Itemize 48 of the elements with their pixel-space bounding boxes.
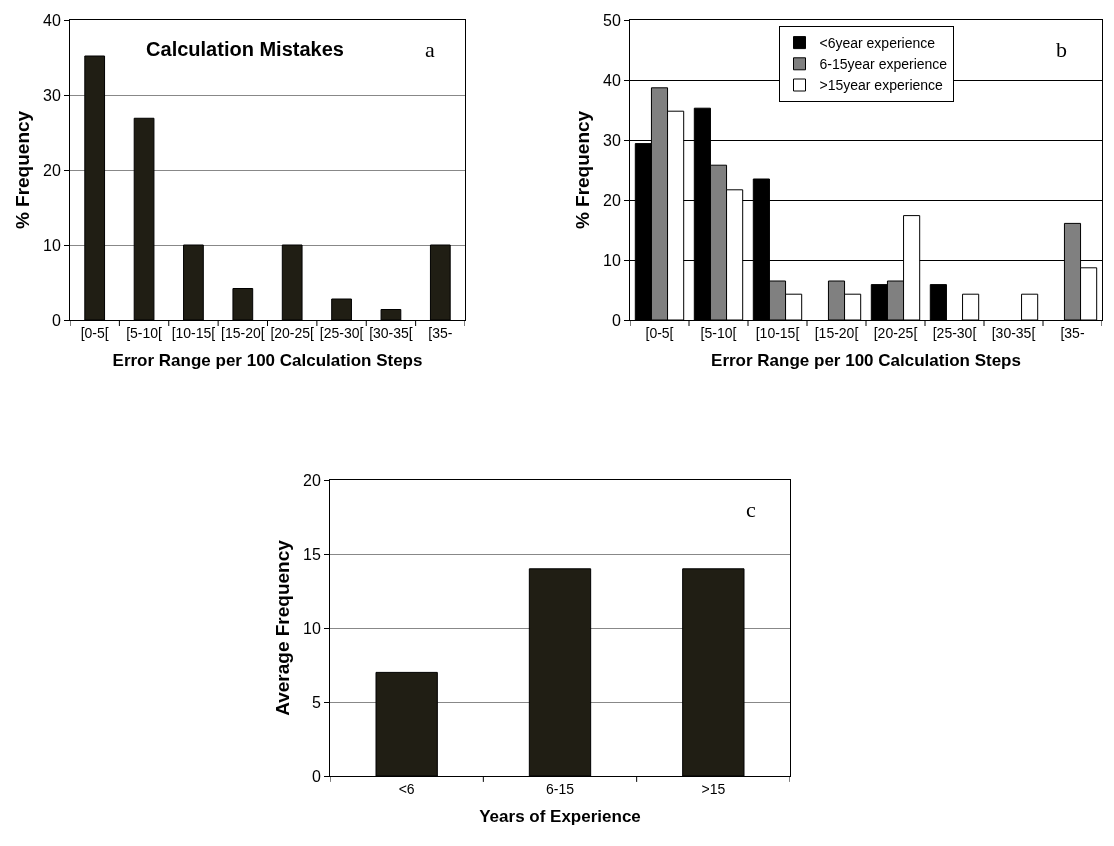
y-tick-label: 5 <box>311 693 321 711</box>
text: Calculation Mistakes <box>146 38 344 60</box>
legend-label: 6-15year experience <box>819 56 948 73</box>
x-tick-label: [0-5[ <box>645 324 674 341</box>
x-tick-label: [30-35[ <box>369 324 413 341</box>
x-tick-label: [10-15[ <box>171 324 216 341</box>
y-tick-label: 0 <box>311 767 321 785</box>
x-tick-label: [5-10[ <box>700 324 737 341</box>
y-tick-label: 10 <box>43 236 61 254</box>
annotation: b <box>1056 37 1067 62</box>
y-tick-label: 20 <box>303 471 321 489</box>
y-tick-label: 0 <box>611 311 621 329</box>
x-tick-label: [25-30[ <box>932 324 977 341</box>
y-axis-title: % Frequency <box>11 110 33 230</box>
x-axis-title: Years of Experience <box>479 807 641 827</box>
y-tick-label: 30 <box>43 86 61 104</box>
x-tick-label: <6 <box>398 780 415 797</box>
annotation: a <box>425 37 435 62</box>
x-tick-label: [20-25[ <box>270 324 315 341</box>
y-tick-label: 20 <box>603 191 621 209</box>
x-tick-label: [25-30[ <box>319 324 364 341</box>
y-tick-label: 0 <box>51 311 61 329</box>
x-tick-label: [5-10[ <box>126 324 163 341</box>
x-tick-label: [35- <box>1060 324 1085 341</box>
y-tick-label: 50 <box>603 11 621 29</box>
y-tick-label: 10 <box>303 619 321 637</box>
annotation: c <box>746 497 756 522</box>
y-axis-title: % Frequency <box>571 110 593 230</box>
legend-label: >15year experience <box>819 77 944 94</box>
y-tick-label: 10 <box>603 251 621 269</box>
y-tick-label: 40 <box>603 71 621 89</box>
y-tick-label: 15 <box>303 545 321 563</box>
x-tick-label: 6-15 <box>545 780 575 797</box>
x-tick-label: [10-15[ <box>755 324 800 341</box>
x-tick-label: [0-5[ <box>80 324 109 341</box>
x-tick-label: [15-20[ <box>221 324 265 341</box>
y-tick-label: 30 <box>603 131 621 149</box>
y-tick-label: 20 <box>43 161 61 179</box>
x-tick-label: [35- <box>428 324 453 341</box>
x-axis-title: Error Range per 100 Calculation Steps <box>112 351 423 371</box>
x-tick-label: [15-20[ <box>814 324 859 341</box>
x-tick-label: [20-25[ <box>873 324 918 341</box>
x-axis-title: Error Range per 100 Calculation Steps <box>711 351 1021 371</box>
x-tick-label: [30-35[ <box>991 324 1036 341</box>
x-tick-label: >15 <box>701 780 726 797</box>
legend-label: <6year experience <box>819 35 936 52</box>
y-tick-label: 40 <box>43 11 61 29</box>
y-axis-title: Average Frequency <box>271 539 293 716</box>
